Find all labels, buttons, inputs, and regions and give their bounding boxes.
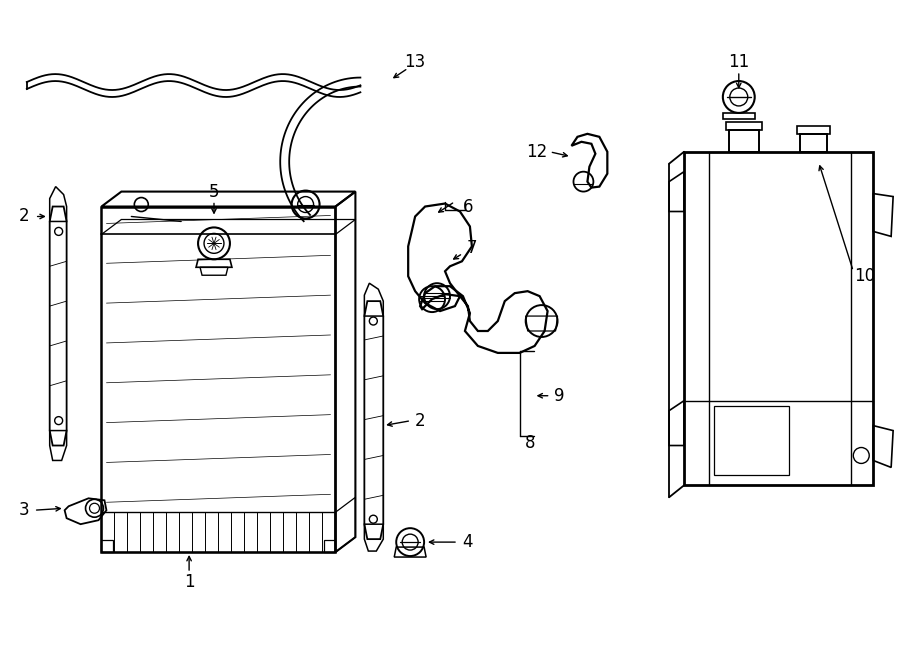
Text: 2: 2: [415, 412, 426, 430]
Text: 12: 12: [526, 143, 547, 161]
Text: 6: 6: [463, 198, 473, 215]
Text: 13: 13: [404, 53, 426, 71]
Text: 3: 3: [19, 501, 29, 520]
Text: 1: 1: [184, 573, 194, 591]
Text: 2: 2: [19, 208, 29, 225]
Text: 11: 11: [728, 53, 750, 71]
Text: 5: 5: [209, 182, 220, 200]
Text: 8: 8: [525, 434, 535, 451]
Text: 4: 4: [463, 533, 473, 551]
Text: 10: 10: [854, 267, 876, 286]
Text: 7: 7: [467, 239, 477, 257]
Text: 9: 9: [554, 387, 565, 405]
